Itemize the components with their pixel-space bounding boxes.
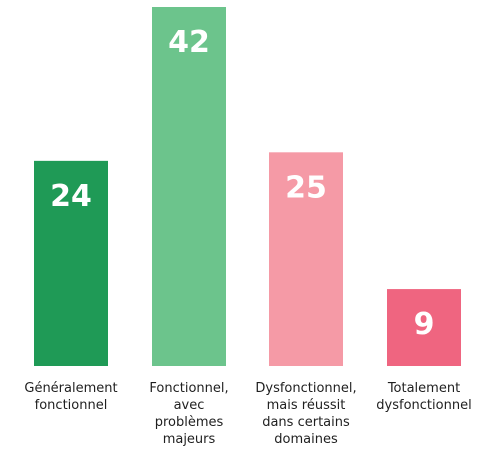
category-label-3-line-3: dans certains <box>262 415 350 430</box>
category-label-1-line-1: Généralement <box>24 381 117 396</box>
bars-group <box>34 7 461 366</box>
bar-value-label-3: 25 <box>285 170 327 205</box>
bar-value-label-2: 42 <box>168 25 210 60</box>
category-label-3-line-2: mais réussit <box>267 398 346 413</box>
category-label-2-line-3: problèmes <box>155 415 224 430</box>
bar-1 <box>34 160 108 366</box>
bar-2 <box>152 7 226 366</box>
category-label-2-line-1: Fonctionnel, <box>149 381 228 396</box>
category-label-2-line-4: majeurs <box>163 432 216 447</box>
category-label-2-line-2: avec <box>174 398 205 413</box>
bar-4 <box>387 289 461 366</box>
category-label-4-line-1: Totalement <box>387 381 460 396</box>
category-labels-group: Généralement fonctionnel Fonctionnel, avec p… <box>24 381 471 447</box>
category-label-3-line-1: Dysfonctionnel, <box>255 381 356 396</box>
category-label-1-line-2: fonctionnel <box>35 398 108 413</box>
category-label-3-line-4: domaines <box>274 432 338 447</box>
bar-3 <box>269 152 343 366</box>
category-label-4-line-2: dysfonctionnel <box>376 398 471 413</box>
bar-value-label-1: 24 <box>50 179 92 214</box>
bar-value-label-4: 9 <box>414 307 435 342</box>
value-labels-group: 24 42 25 9 <box>50 25 434 342</box>
